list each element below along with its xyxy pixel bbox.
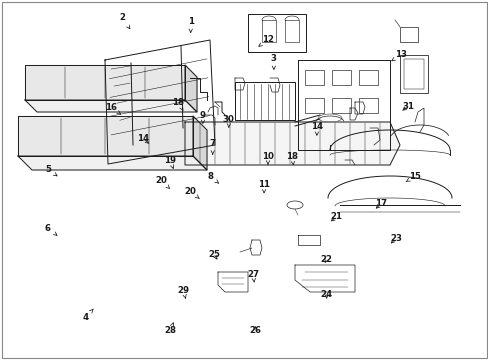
Text: 4: 4 [82, 309, 93, 322]
Bar [358, 70, 377, 85]
Text: 19: 19 [164, 156, 176, 168]
Polygon shape [18, 116, 193, 156]
Bar [399, 55, 427, 93]
Text: 27: 27 [247, 270, 259, 282]
Text: 12: 12 [258, 35, 273, 46]
Text: 30: 30 [223, 115, 234, 127]
Text: 20: 20 [155, 176, 169, 188]
Polygon shape [25, 65, 184, 100]
Text: 6: 6 [45, 224, 57, 235]
Text: 15: 15 [405, 172, 420, 182]
Polygon shape [18, 156, 206, 170]
Text: 21: 21 [330, 212, 342, 221]
Bar [247, 14, 305, 52]
Polygon shape [184, 65, 197, 112]
Bar [235, 82, 294, 120]
Text: 8: 8 [207, 172, 218, 183]
Bar [358, 126, 377, 141]
Polygon shape [184, 122, 399, 165]
Text: 2: 2 [119, 13, 130, 29]
Text: 5: 5 [45, 165, 57, 176]
Text: 7: 7 [209, 139, 215, 154]
Text: 9: 9 [200, 111, 205, 123]
Bar [403, 59, 423, 89]
Text: 3: 3 [270, 54, 276, 69]
Bar [399, 27, 417, 42]
Text: 31: 31 [402, 102, 413, 111]
Polygon shape [193, 116, 206, 170]
Text: 29: 29 [177, 286, 189, 298]
Text: 17: 17 [375, 199, 386, 208]
Text: 18: 18 [286, 152, 298, 165]
Text: 24: 24 [320, 290, 332, 299]
Text: 10: 10 [262, 152, 273, 164]
Text: 11: 11 [258, 180, 269, 193]
Text: 18: 18 [172, 98, 184, 110]
Bar [331, 126, 350, 141]
Bar [305, 70, 324, 85]
Bar [331, 98, 350, 113]
Text: 26: 26 [249, 326, 261, 335]
Polygon shape [25, 100, 197, 112]
Text: 20: 20 [184, 187, 199, 199]
Text: 14: 14 [310, 122, 322, 135]
Text: 16: 16 [105, 104, 121, 114]
Text: 22: 22 [320, 255, 332, 264]
Text: 25: 25 [208, 251, 220, 259]
Bar [358, 98, 377, 113]
Text: 14: 14 [137, 134, 148, 143]
Text: 1: 1 [187, 17, 193, 32]
Bar [305, 126, 324, 141]
Text: 23: 23 [389, 234, 401, 243]
Bar [331, 70, 350, 85]
Text: 13: 13 [391, 50, 406, 61]
Bar [305, 98, 324, 113]
Text: 28: 28 [164, 323, 176, 335]
